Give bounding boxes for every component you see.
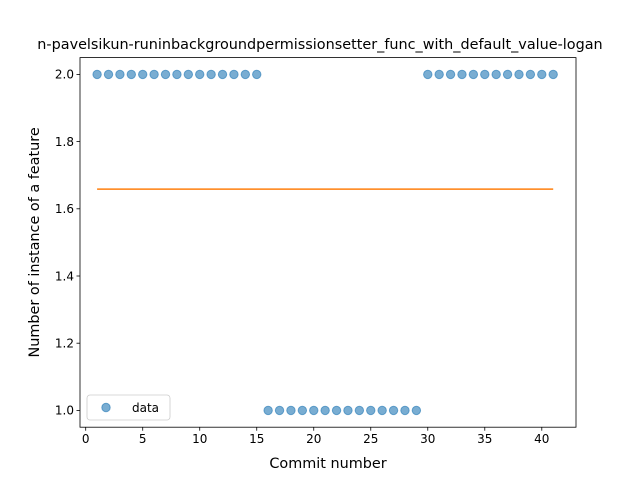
data-point bbox=[115, 69, 125, 80]
legend: data bbox=[86, 394, 171, 421]
data-point bbox=[377, 405, 387, 416]
axes-frame bbox=[79, 57, 577, 428]
data-point bbox=[240, 69, 251, 80]
x-tick-label: 0 bbox=[82, 432, 90, 446]
data-point bbox=[331, 405, 342, 416]
data-point bbox=[126, 69, 137, 80]
data-point bbox=[457, 69, 467, 80]
x-tick-label: 20 bbox=[306, 432, 321, 446]
data-point bbox=[92, 69, 102, 80]
data-point bbox=[411, 405, 422, 416]
data-point bbox=[468, 69, 479, 80]
data-point bbox=[423, 69, 433, 80]
y-tick-label: 1.2 bbox=[55, 337, 74, 351]
data-point bbox=[525, 69, 536, 80]
data-point bbox=[217, 69, 228, 80]
legend-label-data: data bbox=[132, 401, 159, 415]
x-axis-label: Commit number bbox=[269, 456, 386, 472]
data-point bbox=[138, 69, 148, 80]
data-point bbox=[354, 405, 365, 416]
data-point bbox=[229, 69, 239, 80]
data-point bbox=[309, 405, 319, 416]
data-point bbox=[274, 405, 285, 416]
data-point bbox=[183, 69, 194, 80]
plot-marks bbox=[92, 69, 558, 416]
y-tick-label: 1.8 bbox=[55, 135, 74, 149]
data-point bbox=[514, 69, 524, 80]
data-point bbox=[252, 69, 262, 80]
data-point bbox=[548, 69, 558, 80]
data-point bbox=[388, 405, 399, 416]
data-point bbox=[195, 69, 205, 80]
data-point bbox=[480, 69, 490, 80]
data-point bbox=[286, 405, 296, 416]
x-tick-label: 40 bbox=[534, 432, 549, 446]
y-tick-label: 1.0 bbox=[55, 404, 74, 418]
x-tick-label: 30 bbox=[420, 432, 435, 446]
data-point bbox=[103, 69, 114, 80]
y-axis-ticks: 1.0 1.2 1.4 1.6 1.8 2.0 bbox=[55, 68, 80, 418]
legend-box bbox=[86, 394, 171, 421]
x-tick-label: 10 bbox=[192, 432, 207, 446]
x-tick-label: 35 bbox=[477, 432, 492, 446]
data-point bbox=[445, 69, 456, 80]
x-tick-label: 15 bbox=[249, 432, 264, 446]
x-tick-label: 25 bbox=[363, 432, 378, 446]
y-axis-label: Number of instance of a feature bbox=[27, 127, 43, 357]
data-point bbox=[502, 69, 513, 80]
data-point bbox=[434, 69, 444, 80]
data-point bbox=[263, 405, 273, 416]
data-point bbox=[206, 69, 216, 80]
data-point bbox=[366, 405, 376, 416]
data-point bbox=[149, 69, 159, 80]
data-point bbox=[343, 405, 353, 416]
chart-title: n-pavelsikun-runinbackgroundpermissionse… bbox=[37, 37, 602, 53]
y-tick-label: 1.6 bbox=[55, 202, 74, 216]
data-point bbox=[400, 405, 410, 416]
legend-marker-data bbox=[101, 402, 111, 413]
x-axis-ticks: 0 5 10 15 20 25 30 35 40 bbox=[82, 427, 549, 446]
y-tick-label: 1.4 bbox=[55, 269, 74, 283]
y-tick-label: 2.0 bbox=[55, 68, 74, 82]
data-point bbox=[537, 69, 547, 80]
data-point bbox=[297, 405, 308, 416]
data-point bbox=[160, 69, 171, 80]
data-point bbox=[491, 69, 501, 80]
data-point bbox=[320, 405, 330, 416]
x-tick-label: 5 bbox=[139, 432, 147, 446]
data-point bbox=[172, 69, 182, 80]
